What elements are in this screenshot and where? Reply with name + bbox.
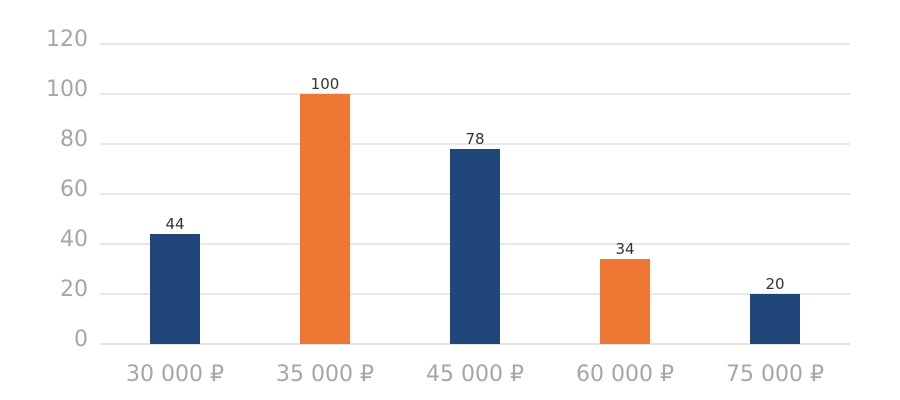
y-tick-label: 120 xyxy=(46,27,88,52)
x-tick-label: 75 000 ₽ xyxy=(726,362,824,387)
x-axis-ticks: 30 000 ₽ 35 000 ₽ 45 000 ₽ 60 000 ₽ 75 000 ₽ xyxy=(126,362,824,387)
bar-value-label: 100 xyxy=(311,75,340,93)
x-tick-label: 35 000 ₽ xyxy=(276,362,374,387)
x-tick-label: 60 000 ₽ xyxy=(576,362,674,387)
y-tick-label: 80 xyxy=(60,127,88,152)
bar xyxy=(600,259,650,344)
x-tick-label: 45 000 ₽ xyxy=(426,362,524,387)
data-labels: 44 100 78 34 20 xyxy=(165,75,784,293)
x-tick-label: 30 000 ₽ xyxy=(126,362,224,387)
y-axis-ticks: 0 20 40 60 80 100 120 xyxy=(46,27,88,352)
bar-value-label: 44 xyxy=(165,215,184,233)
y-tick-label: 100 xyxy=(46,77,88,102)
y-tick-label: 60 xyxy=(60,177,88,202)
y-tick-label: 0 xyxy=(74,327,88,352)
bar-value-label: 20 xyxy=(765,275,784,293)
bar xyxy=(150,234,200,344)
y-tick-label: 40 xyxy=(60,227,88,252)
bar-value-label: 34 xyxy=(615,240,634,258)
bars xyxy=(150,94,800,344)
bar xyxy=(750,294,800,344)
bar-value-label: 78 xyxy=(465,130,484,148)
bar xyxy=(300,94,350,344)
y-tick-label: 20 xyxy=(60,277,88,302)
bar xyxy=(450,149,500,344)
